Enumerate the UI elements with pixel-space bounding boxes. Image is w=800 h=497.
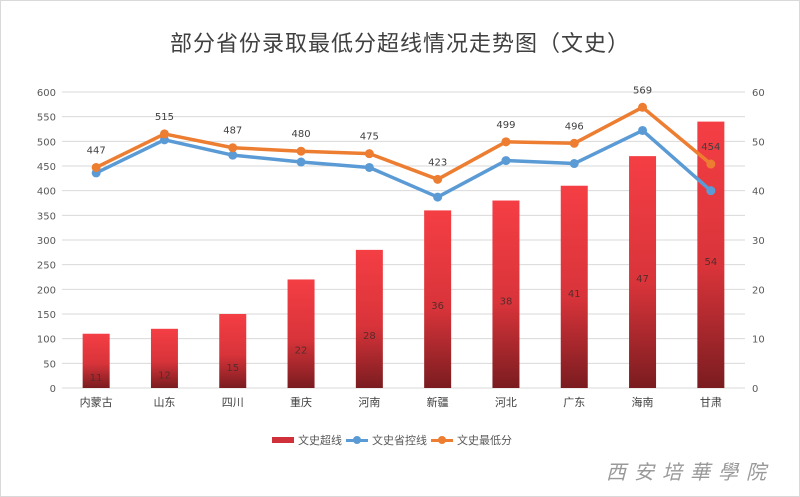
category-label: 新疆 [427,395,449,409]
bar [492,200,520,388]
min-score-point [569,138,579,148]
min-score-data-label: 423 [428,157,447,168]
bar [219,314,247,388]
min-score-point [296,146,306,156]
legend-swatch-orange [431,435,453,444]
min-score-point [706,159,716,169]
bar-data-label: 38 [500,296,513,307]
min-score-data-label: 480 [292,129,311,140]
left-axis-tick: 0 [50,384,56,395]
min-score-data-label: 496 [565,121,584,132]
right-axis-tick: 50 [752,137,765,148]
right-axis-tick: 20 [752,285,765,296]
left-axis-tick: 400 [37,187,56,198]
min-score-point [159,129,169,139]
min-score-data-label: 475 [360,132,379,143]
bar-data-label: 15 [226,363,239,374]
min-score-point [91,162,101,172]
category-label: 重庆 [290,395,312,409]
category-label: 内蒙古 [80,395,113,409]
control-line-point [501,156,511,166]
right-axis-tick: 0 [752,384,758,395]
min-score-point [501,137,511,147]
min-score-data-label: 515 [155,112,174,123]
left-axis-tick: 450 [37,162,56,173]
bar-data-label: 36 [431,301,444,312]
legend: 文史超线 文史省控线 文史最低分 [272,432,512,448]
min-score-point [433,174,443,184]
category-label: 海南 [632,395,654,409]
control-line-point [296,157,306,167]
bar-data-label: 28 [363,331,376,342]
bar-data-label: 54 [704,257,717,268]
category-label: 四川 [222,396,244,409]
control-line-point [706,186,716,196]
legend-swatch-bar [272,437,294,443]
legend-label: 文史省控线 [372,434,427,447]
watermark-logo: 西安培華學院 [606,460,774,484]
control-line-point [364,162,374,172]
legend-label: 文史超线 [298,434,342,447]
bar [150,328,178,388]
legend-label: 文史最低分 [457,434,512,447]
control-line-point [569,159,579,169]
series-line-min-score [95,105,712,182]
legend-item-blue: 文史省控线 [346,432,427,448]
left-axis-tick: 100 [37,335,56,346]
left-axis-tick: 250 [37,261,56,272]
bar [424,210,452,388]
bar [560,185,588,388]
left-axis-tick: 300 [37,236,56,247]
legend-item-orange: 文史最低分 [431,432,512,448]
control-line-point [433,192,443,202]
bar-data-label: 22 [295,346,308,357]
bar-data-label: 12 [158,370,171,381]
min-score-point [638,102,648,112]
right-axis-tick: 40 [752,187,765,198]
min-score-data-label: 569 [633,85,652,96]
right-axis-tick: 60 [752,88,765,99]
min-score-point [228,143,238,153]
category-label: 甘肃 [700,396,722,409]
category-label: 山东 [153,396,175,409]
legend-item-bar: 文史超线 [272,432,342,448]
bar [355,249,383,388]
left-axis-tick: 150 [37,310,56,321]
category-label: 河北 [495,396,517,409]
right-axis-tick: 30 [752,236,765,247]
series-line-control-line [95,128,713,199]
bar [287,279,315,388]
left-axis-tick: 350 [37,211,56,222]
category-label: 河南 [358,396,380,409]
left-axis-tick: 50 [43,359,56,370]
bar [82,333,110,388]
bar-data-label: 41 [568,289,581,300]
right-axis-tick: 10 [752,335,765,346]
legend-swatch-blue [346,435,368,444]
left-axis-tick: 500 [37,137,56,148]
bar-data-label: 47 [636,274,649,285]
bar [629,156,657,388]
bar-data-label: 11 [90,373,103,384]
left-axis-tick: 550 [37,113,56,124]
min-score-data-label: 447 [87,145,106,156]
left-axis-tick: 600 [37,88,56,99]
min-score-point [364,149,374,159]
min-score-data-label: 454 [701,142,720,153]
control-line-point [638,125,648,135]
left-axis-tick: 200 [37,285,56,296]
chart-title: 部分省份录取最低分超线情况走势图（文史） [169,32,630,57]
min-score-data-label: 487 [223,126,242,137]
category-label: 广东 [563,396,585,409]
min-score-data-label: 499 [496,120,515,131]
control-line-point [228,150,238,160]
